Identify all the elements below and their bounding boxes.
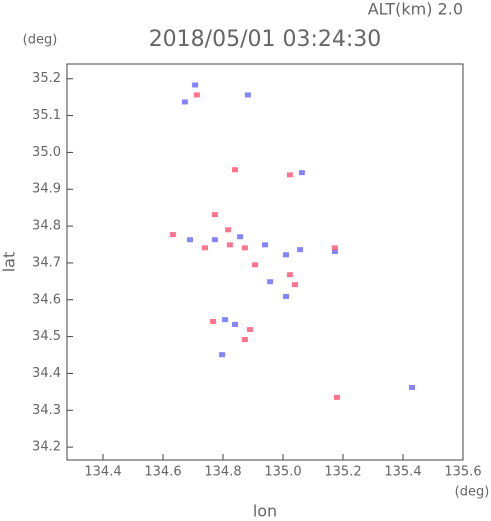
x-tick-label: 134.6	[144, 465, 181, 480]
x-tick-label: 134.4	[84, 465, 121, 480]
y-tick-label: 35.2	[32, 71, 61, 86]
point	[286, 272, 293, 278]
y-tick-label: 35.1	[32, 108, 61, 123]
point	[286, 172, 293, 178]
point	[283, 252, 289, 258]
x-tick-label: 135.0	[264, 465, 301, 480]
point	[244, 92, 251, 98]
x-tick-label: 134.8	[204, 465, 241, 480]
y-tick-label: 34.6	[32, 292, 61, 307]
point	[222, 317, 229, 323]
point	[252, 262, 259, 268]
subtitle: ALT(km) 2.0	[368, 0, 463, 19]
point	[193, 92, 200, 98]
point	[262, 242, 268, 248]
point	[169, 232, 176, 238]
y-unit: (deg)	[23, 33, 58, 48]
point	[241, 245, 248, 251]
x-tick-label: 135.2	[324, 465, 361, 480]
x-axis-label: lon	[253, 502, 277, 521]
point	[211, 237, 218, 243]
point	[192, 82, 199, 88]
point	[297, 247, 304, 253]
point	[334, 394, 340, 400]
point	[283, 293, 289, 299]
point	[232, 321, 238, 327]
y-tick-label: 34.8	[32, 219, 61, 234]
point	[202, 245, 208, 251]
y-axis-label: lat	[0, 252, 19, 273]
y-tick-label: 34.3	[32, 403, 61, 418]
chart-title: 2018/05/01 03:24:30	[149, 27, 382, 52]
y-tick-label: 34.4	[32, 366, 61, 381]
y-tick-label: 34.5	[32, 329, 61, 344]
point	[219, 352, 226, 358]
point	[211, 212, 218, 218]
point	[241, 337, 248, 343]
point	[237, 234, 244, 240]
y-tick-label: 34.9	[32, 182, 61, 197]
point	[181, 99, 188, 105]
point	[331, 245, 338, 251]
point	[210, 318, 217, 324]
x-unit: (deg)	[455, 485, 490, 500]
point	[226, 242, 233, 248]
point	[331, 249, 338, 255]
y-tick-label: 35.0	[32, 145, 61, 160]
point	[292, 282, 298, 288]
point	[409, 384, 415, 390]
point	[247, 327, 253, 333]
plot-frame	[66, 63, 464, 461]
x-tick-label: 135.6	[444, 465, 481, 480]
point	[225, 227, 232, 233]
point	[187, 237, 193, 243]
point	[267, 279, 274, 285]
y-tick-label: 34.7	[32, 255, 61, 270]
point	[232, 167, 238, 173]
y-tick-label: 34.2	[32, 440, 61, 455]
x-tick-label: 135.4	[384, 465, 421, 480]
point	[298, 170, 305, 176]
